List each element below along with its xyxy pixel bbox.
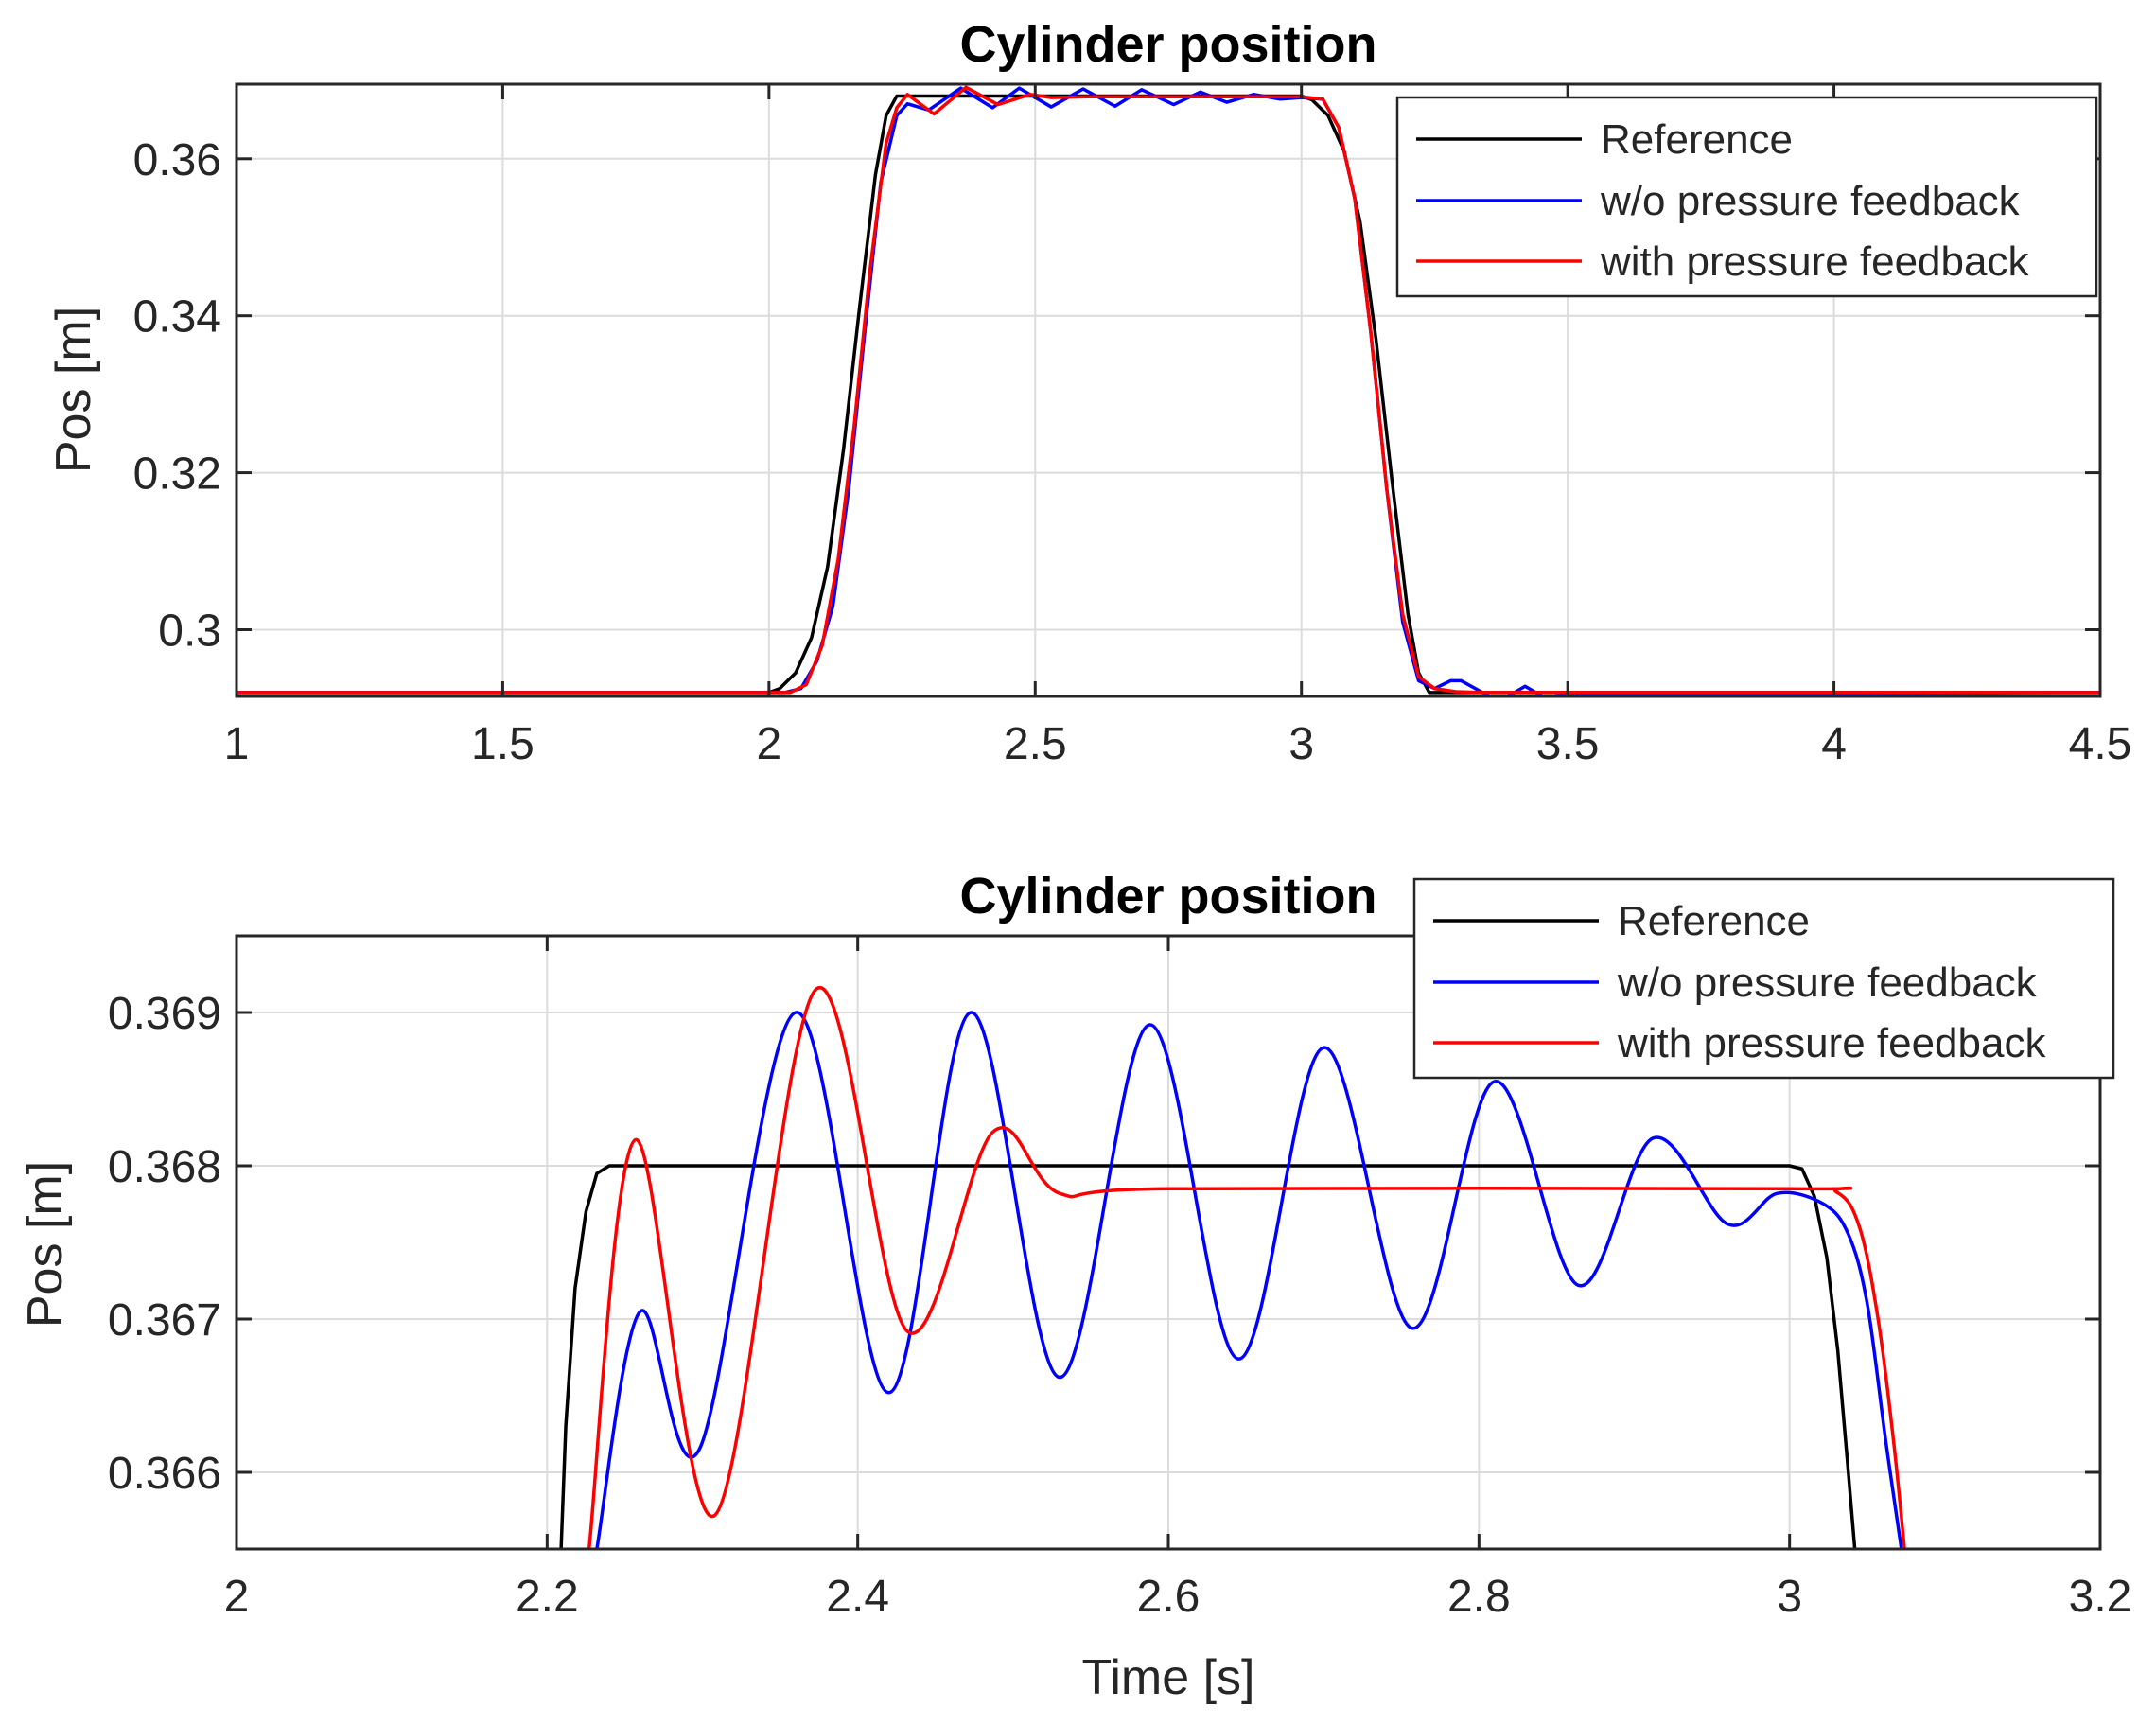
top-y-ticks: 0.3 0.32 0.34 0.36 [133, 135, 2100, 656]
top-y-tick-label: 0.34 [133, 292, 221, 343]
bottom-y-ticks: 0.366 0.367 0.368 0.369 [108, 989, 2100, 1499]
top-x-tick-label: 2 [757, 719, 782, 769]
top-legend: Reference w/o pressure feedback with pre… [1395, 96, 2098, 298]
top-legend-label-with: with pressure feedback [1600, 238, 2029, 285]
bottom-y-tick-label: 0.369 [108, 989, 221, 1039]
bottom-x-tick-label: 2.2 [516, 1572, 579, 1622]
top-axes-frame [235, 82, 2102, 698]
bottom-legend-label-with: with pressure feedback [1617, 1020, 2046, 1066]
bottom-legend-label-without: w/o pressure feedback [1617, 959, 2038, 1006]
bottom-legend: Reference w/o pressure feedback with pre… [1412, 877, 2115, 1080]
top-chart: 1 1.5 2 2.5 3 3.5 4 4.5 0.3 0.32 0.34 0.36 Cylinde… [46, 16, 2131, 769]
top-x-tick-label: 3 [1288, 719, 1314, 769]
bottom-series-with-line [587, 985, 1906, 1549]
bottom-chart-title: Cylinder position [959, 868, 1376, 924]
bottom-x-tick-label: 2 [224, 1572, 250, 1622]
bottom-chart: 2 2.2 2.4 2.6 2.8 3 3.2 0.366 0.367 0.368 0.369 C… [18, 868, 2131, 1705]
bottom-y-tick-label: 0.366 [108, 1449, 221, 1499]
bottom-x-axis-label: Time [s] [1082, 1650, 1255, 1705]
top-series [237, 85, 2100, 696]
bottom-y-tick-label: 0.367 [108, 1295, 221, 1346]
top-legend-label-without: w/o pressure feedback [1600, 178, 2021, 224]
top-y-tick-label: 0.3 [158, 606, 221, 656]
top-x-tick-label: 2.5 [1004, 719, 1067, 769]
top-x-tick-label: 4.5 [2069, 719, 2132, 769]
top-legend-box [1395, 96, 2098, 298]
top-legend-label-reference: Reference [1601, 116, 1793, 163]
top-x-tick-label: 1 [224, 719, 250, 769]
top-x-tick-label: 3.5 [1536, 719, 1600, 769]
top-series-with-line [237, 85, 2100, 695]
top-x-tick-label: 1.5 [471, 719, 535, 769]
bottom-y-axis-label: Pos [m] [18, 1161, 73, 1328]
bottom-series-without-line [595, 1011, 1903, 1549]
bottom-legend-box [1412, 877, 2115, 1080]
bottom-x-ticks: 2 2.2 2.4 2.6 2.8 3 3.2 [224, 936, 2132, 1622]
bottom-y-tick-label: 0.368 [108, 1142, 221, 1192]
bottom-legend-label-reference: Reference [1618, 898, 1810, 944]
top-y-tick-label: 0.32 [133, 449, 221, 500]
top-y-tick-label: 0.36 [133, 135, 221, 185]
top-x-tick-label: 4 [1821, 719, 1847, 769]
top-y-axis-label: Pos [m] [46, 307, 101, 473]
bottom-series [559, 985, 1906, 1549]
top-chart-title: Cylinder position [959, 16, 1376, 73]
bottom-x-tick-label: 2.6 [1137, 1572, 1201, 1622]
bottom-x-tick-label: 3.2 [2069, 1572, 2132, 1622]
bottom-x-tick-label: 3 [1777, 1572, 1802, 1622]
top-x-ticks: 1 1.5 2 2.5 3 3.5 4 4.5 [224, 84, 2132, 769]
bottom-series-reference-line [559, 1164, 1857, 1549]
bottom-x-tick-label: 2.8 [1447, 1572, 1511, 1622]
bottom-x-tick-label: 2.4 [826, 1572, 889, 1622]
